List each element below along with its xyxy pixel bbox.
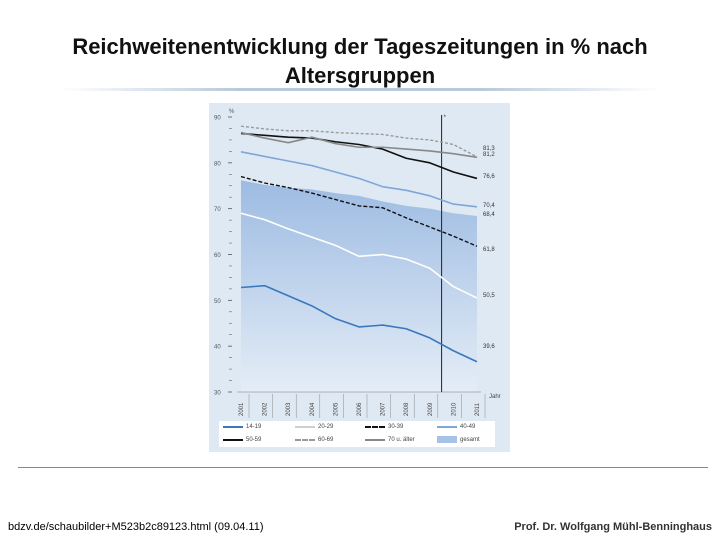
marker-label: * <box>444 115 447 121</box>
series-line-14-19 <box>240 284 478 363</box>
x-tick-label-2002: 2002 <box>263 402 269 416</box>
x-tick-label-2008: 2008 <box>404 402 410 416</box>
legend-swatch <box>223 438 243 441</box>
slide-title-line-2: Altersgruppen <box>284 63 436 88</box>
y-axis-label: % <box>229 109 235 115</box>
end-label: 50,5 <box>483 293 495 299</box>
end-label: 76,6 <box>483 174 495 180</box>
chart-svg: 30 40 50 60 70 80 90% * 2001 2002 2003 2004 2005 2006… <box>214 109 501 418</box>
x-tick-label-2004: 2004 <box>310 402 316 416</box>
series-line-70-u-lter <box>240 131 478 159</box>
y-tick-label-60: 60 <box>214 253 221 259</box>
legend-swatch <box>437 425 457 428</box>
legend-item: 50-59 <box>223 435 261 444</box>
legend-label: 30-39 <box>388 423 404 430</box>
chart-figure: 30 40 50 60 70 80 90% * 2001 2002 2003 2004 2005 2006… <box>209 103 510 452</box>
x-tick-label-2007: 2007 <box>381 402 387 416</box>
legend-swatch <box>223 425 243 428</box>
series-line-20-29 <box>240 212 478 299</box>
legend-item: 70 u. älter <box>365 435 415 444</box>
x-tick-label-2005: 2005 <box>333 402 339 416</box>
author-credit: Prof. Dr. Wolfgang Mühl-Benninghaus <box>514 521 712 533</box>
x-tick-label-2010: 2010 <box>451 402 457 416</box>
source-citation: bdzv.de/schaubilder+M523b2c89123.html (0… <box>8 521 264 533</box>
legend-swatch <box>365 438 385 441</box>
legend-swatch <box>365 425 385 428</box>
legend-label: 14-19 <box>246 423 262 430</box>
series-line-60-69 <box>240 125 478 158</box>
x-axis-label: Jahr <box>489 394 501 400</box>
legend-item: 30-39 <box>365 422 403 431</box>
x-tick-label-2006: 2006 <box>357 402 363 416</box>
legend-item: 20-29 <box>295 422 333 431</box>
legend-swatch <box>437 436 457 443</box>
legend-label: gesamt <box>460 436 480 443</box>
legend-label: 60-69 <box>318 436 334 443</box>
legend-label: 20-29 <box>318 423 334 430</box>
y-tick-label-40: 40 <box>214 345 221 351</box>
footer-divider <box>18 467 708 468</box>
slide-title-line-1: Reichweitenentwicklung der Tageszeitunge… <box>72 34 648 59</box>
title-divider <box>60 88 660 91</box>
x-tick-label-2003: 2003 <box>286 402 292 416</box>
legend-label: 40-49 <box>460 423 476 430</box>
legend-label: 70 u. älter <box>388 436 415 443</box>
series-line-50-59 <box>240 132 478 180</box>
legend-item: 60-69 <box>295 435 333 444</box>
legend-item: 40-49 <box>437 422 475 431</box>
end-label: 81,2 <box>483 152 495 158</box>
legend-item: gesamt <box>437 435 480 444</box>
end-label: 81,3 <box>483 146 495 152</box>
end-label: 68,4 <box>483 212 495 218</box>
x-tick-label-2001: 2001 <box>239 402 245 416</box>
chart-legend: 14-19 20-29 30-39 40-49 50-59 60-69 70 u. älte… <box>219 421 495 447</box>
legend-label: 50-59 <box>246 436 262 443</box>
y-tick-label-80: 80 <box>214 161 221 167</box>
end-label: 39,6 <box>483 344 495 350</box>
y-tick-label-50: 50 <box>214 299 221 305</box>
slide-title: Reichweitenentwicklung der Tageszeitunge… <box>20 32 700 90</box>
series-line-30-39 <box>240 175 478 247</box>
y-tick-label-90: 90 <box>214 116 221 122</box>
x-tick-label-2011: 2011 <box>475 402 481 416</box>
x-tick-label-2009: 2009 <box>428 402 434 416</box>
legend-swatch <box>295 438 315 441</box>
end-label: 70,4 <box>483 203 495 209</box>
y-tick-label-70: 70 <box>214 207 221 213</box>
legend-item: 14-19 <box>223 422 261 431</box>
series-line-40-49 <box>240 151 478 208</box>
legend-swatch <box>295 425 315 428</box>
y-tick-label-30: 30 <box>214 391 221 397</box>
end-label: 61,8 <box>483 247 495 253</box>
